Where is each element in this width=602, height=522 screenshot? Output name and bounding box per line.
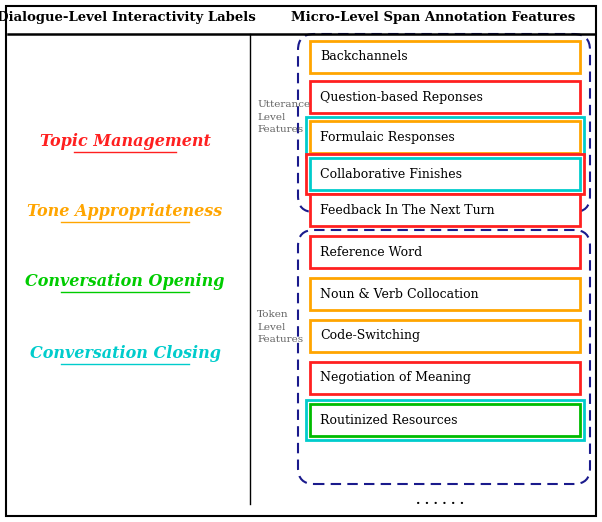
Text: . . . . . .: . . . . . . <box>416 493 464 506</box>
Text: Negotiation of Meaning: Negotiation of Meaning <box>320 372 471 385</box>
Bar <box>306 117 584 157</box>
Text: Feedback In The Next Turn: Feedback In The Next Turn <box>320 204 495 217</box>
Text: Question-based Reponses: Question-based Reponses <box>320 90 483 103</box>
Bar <box>310 278 580 310</box>
Text: Noun & Verb Collocation: Noun & Verb Collocation <box>320 288 479 301</box>
Text: Reference Word: Reference Word <box>320 245 422 258</box>
Text: Token
Level
Features: Token Level Features <box>257 310 303 344</box>
Bar <box>310 404 580 436</box>
Bar <box>310 121 580 153</box>
Bar <box>310 236 580 268</box>
Text: Micro-Level Span Annotation Features: Micro-Level Span Annotation Features <box>291 11 576 25</box>
Bar <box>306 154 584 194</box>
Bar <box>310 81 580 113</box>
Text: Formulaic Responses: Formulaic Responses <box>320 130 455 144</box>
Bar <box>306 400 584 440</box>
Text: Conversation Closing: Conversation Closing <box>29 346 220 362</box>
Bar <box>310 194 580 226</box>
Text: Code-Switching: Code-Switching <box>320 329 420 342</box>
Bar <box>310 158 580 190</box>
Bar <box>310 41 580 73</box>
Text: Backchannels: Backchannels <box>320 51 408 64</box>
Text: Conversation Opening: Conversation Opening <box>25 274 225 291</box>
Text: Routinized Resources: Routinized Resources <box>320 413 458 426</box>
Text: Collaborative Finishes: Collaborative Finishes <box>320 168 462 181</box>
Text: Topic Management: Topic Management <box>40 134 211 150</box>
Bar <box>310 320 580 352</box>
Text: Utterance
Level
Features: Utterance Level Features <box>257 100 310 134</box>
Text: Dialogue-Level Interactivity Labels: Dialogue-Level Interactivity Labels <box>0 11 256 25</box>
Text: Tone Appropriateness: Tone Appropriateness <box>27 204 223 220</box>
Bar <box>310 362 580 394</box>
